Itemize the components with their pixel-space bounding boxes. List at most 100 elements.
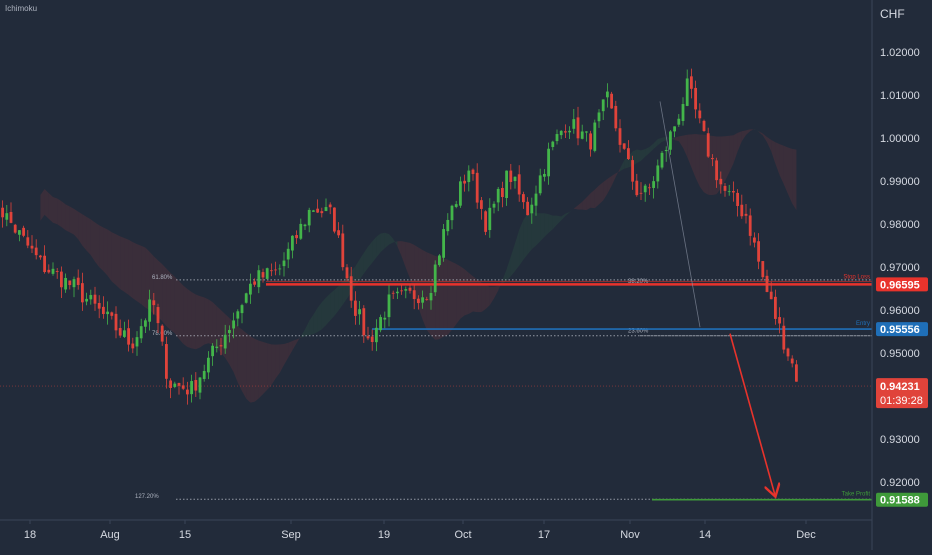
ichimoku-cloud-segment	[162, 264, 167, 327]
candle-body	[417, 298, 420, 304]
ichimoku-cloud-segment	[691, 134, 696, 178]
time-axis-tick: Sep	[281, 529, 301, 541]
candle-body	[572, 119, 576, 129]
ichimoku-cloud-segment	[267, 343, 272, 390]
ichimoku-cloud-segment	[296, 336, 301, 344]
candle-body	[265, 268, 269, 279]
ichimoku-cloud-segment	[615, 168, 620, 177]
ichimoku-cloud-segment	[519, 219, 524, 266]
candle-body	[72, 279, 76, 288]
candle-body	[673, 126, 676, 132]
candle-body	[635, 180, 639, 196]
candle-body	[173, 383, 177, 387]
ichimoku-cloud-segment	[489, 286, 494, 306]
ichimoku-cloud-segment	[620, 160, 625, 172]
ichimoku-cloud-segment	[78, 211, 83, 246]
ichimoku-cloud-segment	[174, 276, 179, 339]
ichimoku-cloud-segment	[725, 135, 730, 181]
candle-body	[211, 345, 214, 357]
candle-body	[618, 128, 622, 145]
time-axis-tick: Dec	[796, 529, 816, 541]
candle-body	[480, 200, 483, 209]
take-profit-label: Take Profit	[842, 492, 871, 498]
entry-badge-bg	[876, 322, 928, 337]
ichimoku-cloud-segment	[754, 129, 759, 132]
candle-body	[396, 291, 399, 294]
candle-body	[257, 270, 261, 288]
candle-body	[769, 291, 773, 300]
price-axis-tick: 0.93000	[880, 434, 920, 446]
ichimoku-cloud-segment	[645, 146, 650, 157]
last-price-badge-bg	[876, 378, 928, 409]
ichimoku-cloud-segment	[468, 272, 473, 314]
ichimoku-cloud-segment	[683, 134, 688, 157]
candle-body	[748, 215, 752, 236]
ichimoku-cloud-segment	[300, 329, 305, 338]
ichimoku-cloud-segment	[557, 215, 562, 225]
candle-body	[534, 193, 538, 206]
ichimoku-cloud-segment	[695, 134, 700, 187]
candle-body	[354, 300, 357, 316]
candle-body	[471, 169, 475, 175]
candle-body	[345, 267, 349, 279]
candle-body	[610, 93, 613, 109]
candle-body	[51, 268, 55, 274]
candle-body	[312, 210, 315, 212]
ichimoku-cloud-segment	[326, 293, 331, 326]
candle-body	[81, 283, 84, 303]
ichimoku-cloud-segment	[401, 241, 406, 268]
candle-body	[5, 213, 9, 220]
candle-body	[694, 87, 697, 110]
ichimoku-cloud-segment	[275, 344, 280, 379]
candle-body	[282, 260, 286, 267]
ichimoku-cloud-segment	[74, 208, 79, 240]
candle-body	[685, 78, 689, 106]
candle-body	[244, 293, 248, 303]
candle-body	[236, 311, 240, 319]
candle-body	[484, 211, 487, 232]
candle-body	[467, 170, 471, 183]
candle-body	[375, 327, 378, 343]
ichimoku-cloud-segment	[48, 193, 53, 223]
candle-body	[76, 277, 80, 285]
ichimoku-cloud-segment	[191, 291, 196, 350]
ichimoku-cloud-segment	[536, 213, 541, 246]
ichimoku-cloud-segment	[741, 130, 746, 142]
candle-body	[496, 188, 500, 203]
ichimoku-cloud-segment	[737, 131, 742, 152]
candle-body	[475, 172, 479, 203]
candle-body	[786, 348, 790, 357]
candle-body	[320, 211, 324, 214]
stop-loss-label: Stop Loss	[843, 274, 870, 280]
ichimoku-cloud-segment	[792, 148, 797, 211]
candle-body	[148, 299, 151, 322]
ichimoku-cloud-segment	[674, 136, 679, 142]
candle-body	[89, 295, 93, 300]
ichimoku-cloud-segment	[99, 225, 104, 272]
candle-body	[492, 203, 496, 208]
candle-body	[715, 160, 718, 181]
ichimoku-cloud-segment	[44, 189, 49, 219]
ichimoku-cloud-segment	[687, 134, 692, 168]
candle-body	[160, 325, 164, 342]
ichimoku-cloud-segment	[678, 135, 683, 148]
candle-body	[593, 122, 597, 151]
ichimoku-cloud-segment	[464, 269, 469, 316]
candle-body	[30, 245, 34, 249]
candle-body	[43, 255, 46, 273]
ichimoku-cloud-segment	[111, 232, 116, 286]
ichimoku-cloud-segment	[141, 245, 146, 308]
ichimoku-cloud-segment	[783, 145, 788, 195]
stop-loss-badge: 0.96595	[880, 279, 920, 291]
ichimoku-cloud-segment	[481, 282, 486, 313]
ichimoku-cloud-segment	[729, 135, 734, 173]
candle-body	[253, 281, 256, 285]
ichimoku-cloud-segment	[212, 302, 217, 349]
ichimoku-cloud-segment	[254, 338, 259, 402]
indicator-label[interactable]: Ichimoku	[5, 4, 38, 13]
candle-body	[559, 130, 563, 136]
price-axis-currency: CHF	[880, 7, 905, 21]
ichimoku-cloud-segment	[611, 173, 616, 186]
